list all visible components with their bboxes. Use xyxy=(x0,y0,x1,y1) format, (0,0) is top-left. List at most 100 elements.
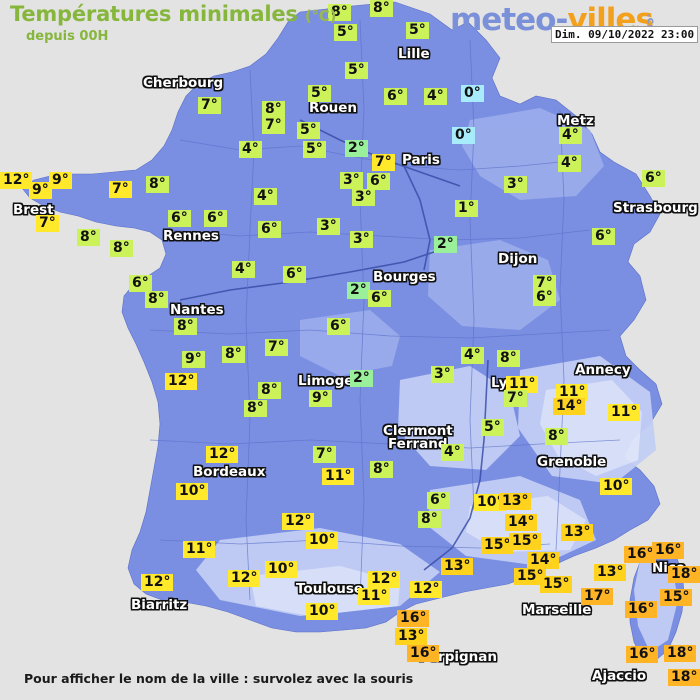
temperature-chip[interactable]: 12° xyxy=(0,172,33,189)
temperature-chip[interactable]: 16° xyxy=(626,646,659,663)
temperature-chip[interactable]: 18° xyxy=(664,645,697,662)
temperature-chip[interactable]: 7° xyxy=(265,339,288,356)
temperature-chip[interactable]: 16° xyxy=(624,546,657,563)
france-temperature-map[interactable] xyxy=(0,0,700,660)
temperature-chip[interactable]: 8° xyxy=(222,346,245,363)
temperature-chip[interactable]: 4° xyxy=(232,261,255,278)
temperature-chip[interactable]: 7° xyxy=(372,154,395,171)
temperature-chip[interactable]: 16° xyxy=(652,542,685,559)
temperature-chip[interactable]: 10° xyxy=(474,494,507,511)
temperature-chip[interactable]: 4° xyxy=(424,88,447,105)
temperature-chip[interactable]: 2° xyxy=(345,140,368,157)
temperature-chip[interactable]: 15° xyxy=(660,589,693,606)
temperature-chip[interactable]: 8° xyxy=(244,400,267,417)
temperature-chip[interactable]: 10° xyxy=(306,603,339,620)
temperature-chip[interactable]: 13° xyxy=(594,564,627,581)
temperature-chip[interactable]: 6° xyxy=(427,492,450,509)
temperature-chip[interactable]: 8° xyxy=(145,291,168,308)
temperature-chip[interactable]: 3° xyxy=(340,172,363,189)
temperature-chip[interactable]: 17° xyxy=(581,588,614,605)
temperature-chip[interactable]: 8° xyxy=(370,461,393,478)
city-label[interactable]: Toulouse xyxy=(296,581,364,597)
city-label[interactable]: Strasbourg xyxy=(613,200,698,216)
temperature-chip[interactable]: 5° xyxy=(345,62,368,79)
temperature-chip[interactable]: 2° xyxy=(434,236,457,253)
city-label[interactable]: Biarritz xyxy=(131,597,188,613)
city-label[interactable]: Bourges xyxy=(373,269,436,285)
temperature-chip[interactable]: 6° xyxy=(642,170,665,187)
temperature-chip[interactable]: 6° xyxy=(204,210,227,227)
city-label[interactable]: Grenoble xyxy=(537,454,607,470)
temperature-chip[interactable]: 2° xyxy=(347,282,370,299)
site-logo[interactable]: meteo-villes.com xyxy=(450,2,683,43)
city-label[interactable]: Limoges xyxy=(298,373,362,389)
city-label[interactable]: Dijon xyxy=(498,251,538,267)
temperature-chip[interactable]: 12° xyxy=(228,570,261,587)
temperature-chip[interactable]: 10° xyxy=(600,478,633,495)
temperature-chip[interactable]: 12° xyxy=(410,581,443,598)
temperature-chip[interactable]: 9° xyxy=(182,351,205,368)
city-label[interactable]: Brest xyxy=(13,202,54,218)
temperature-chip[interactable]: 11° xyxy=(358,588,391,605)
temperature-chip[interactable]: 13° xyxy=(441,558,474,575)
city-label[interactable]: Ajaccio xyxy=(592,668,647,684)
temperature-chip[interactable]: 18° xyxy=(668,566,700,583)
temperature-chip[interactable]: 7° xyxy=(198,97,221,114)
temperature-chip[interactable]: 7° xyxy=(533,275,556,292)
temperature-chip[interactable]: 12° xyxy=(165,373,198,390)
temperature-chip[interactable]: 12° xyxy=(141,574,174,591)
temperature-chip[interactable]: 4° xyxy=(441,444,464,461)
temperature-chip[interactable]: 2° xyxy=(350,370,373,387)
temperature-chip[interactable]: 9° xyxy=(49,172,72,189)
temperature-chip[interactable]: 8° xyxy=(328,4,351,21)
temperature-chip[interactable]: 4° xyxy=(559,127,582,144)
temperature-chip[interactable]: 3° xyxy=(317,218,340,235)
city-label[interactable]: Ly xyxy=(491,375,508,391)
city-label[interactable]: Marseille xyxy=(522,602,592,618)
temperature-chip[interactable]: 7° xyxy=(109,181,132,198)
temperature-chip[interactable]: 6° xyxy=(168,210,191,227)
temperature-chip[interactable]: 5° xyxy=(303,141,326,158)
temperature-chip[interactable]: 9° xyxy=(309,390,332,407)
temperature-chip[interactable]: 6° xyxy=(327,318,350,335)
temperature-chip[interactable]: 6° xyxy=(129,275,152,292)
temperature-chip[interactable]: 7° xyxy=(262,117,285,134)
temperature-chip[interactable]: 5° xyxy=(297,122,320,139)
temperature-chip[interactable]: 8° xyxy=(258,382,281,399)
temperature-chip[interactable]: 8° xyxy=(418,511,441,528)
temperature-chip[interactable]: 8° xyxy=(77,229,100,246)
temperature-chip[interactable]: 11° xyxy=(506,376,539,393)
temperature-chip[interactable]: 1° xyxy=(455,200,478,217)
temperature-chip[interactable]: 7° xyxy=(313,446,336,463)
temperature-chip[interactable]: 4° xyxy=(254,188,277,205)
temperature-chip[interactable]: 9° xyxy=(29,182,52,199)
city-label[interactable]: Lille xyxy=(398,46,430,62)
temperature-chip[interactable]: 10° xyxy=(265,561,298,578)
temperature-chip[interactable]: 11° xyxy=(322,468,355,485)
temperature-chip[interactable]: 13° xyxy=(395,628,428,645)
temperature-chip[interactable]: 5° xyxy=(406,22,429,39)
city-label[interactable]: Nantes xyxy=(170,302,224,318)
city-label[interactable]: Metz xyxy=(557,113,594,129)
city-label[interactable]: Bordeaux xyxy=(193,464,266,480)
temperature-chip[interactable]: 10° xyxy=(176,483,209,500)
temperature-chip[interactable]: 12° xyxy=(206,446,239,463)
city-label[interactable]: Ferrand xyxy=(388,436,448,452)
temperature-chip[interactable]: 13° xyxy=(561,524,594,541)
temperature-chip[interactable]: 6° xyxy=(533,289,556,306)
temperature-chip[interactable]: 4° xyxy=(239,141,262,158)
temperature-chip[interactable]: 15° xyxy=(481,537,514,554)
temperature-chip[interactable]: 0° xyxy=(461,85,484,102)
temperature-chip[interactable]: 6° xyxy=(384,88,407,105)
city-label[interactable]: Rouen xyxy=(309,100,358,116)
temperature-chip[interactable]: 3° xyxy=(504,176,527,193)
temperature-chip[interactable]: 15° xyxy=(540,576,573,593)
temperature-chip[interactable]: 3° xyxy=(431,366,454,383)
temperature-chip[interactable]: 5° xyxy=(481,419,504,436)
temperature-chip[interactable]: 6° xyxy=(258,221,281,238)
temperature-chip[interactable]: 14° xyxy=(527,552,560,569)
temperature-chip[interactable]: 11° xyxy=(183,541,216,558)
temperature-chip[interactable]: 16° xyxy=(407,645,440,662)
temperature-chip[interactable]: 14° xyxy=(553,398,586,415)
temperature-chip[interactable]: 3° xyxy=(352,189,375,206)
